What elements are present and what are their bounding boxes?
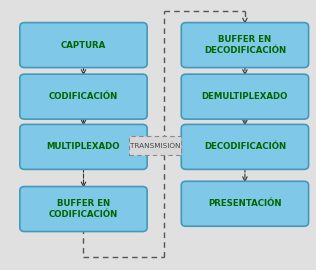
FancyBboxPatch shape bbox=[20, 187, 147, 231]
FancyBboxPatch shape bbox=[181, 74, 308, 119]
Text: CODIFICACIÓN: CODIFICACIÓN bbox=[49, 92, 118, 101]
Text: PRESENTACIÓN: PRESENTACIÓN bbox=[208, 199, 282, 208]
FancyBboxPatch shape bbox=[181, 23, 308, 68]
Text: CAPTURA: CAPTURA bbox=[61, 40, 106, 50]
Text: DEMULTIPLEXADO: DEMULTIPLEXADO bbox=[202, 92, 288, 101]
FancyBboxPatch shape bbox=[20, 23, 147, 68]
FancyBboxPatch shape bbox=[129, 136, 180, 156]
Text: TRANSMISIÓN: TRANSMISIÓN bbox=[130, 142, 180, 149]
Text: BUFFER EN
CODIFICACIÓN: BUFFER EN CODIFICACIÓN bbox=[49, 199, 118, 219]
Text: DECODIFICACIÓN: DECODIFICACIÓN bbox=[204, 142, 286, 151]
FancyBboxPatch shape bbox=[181, 124, 308, 169]
FancyBboxPatch shape bbox=[181, 181, 308, 226]
FancyBboxPatch shape bbox=[20, 74, 147, 119]
FancyBboxPatch shape bbox=[20, 124, 147, 169]
Text: MULTIPLEXADO: MULTIPLEXADO bbox=[47, 142, 120, 151]
Text: BUFFER EN
DECODIFICACIÓN: BUFFER EN DECODIFICACIÓN bbox=[204, 35, 286, 55]
